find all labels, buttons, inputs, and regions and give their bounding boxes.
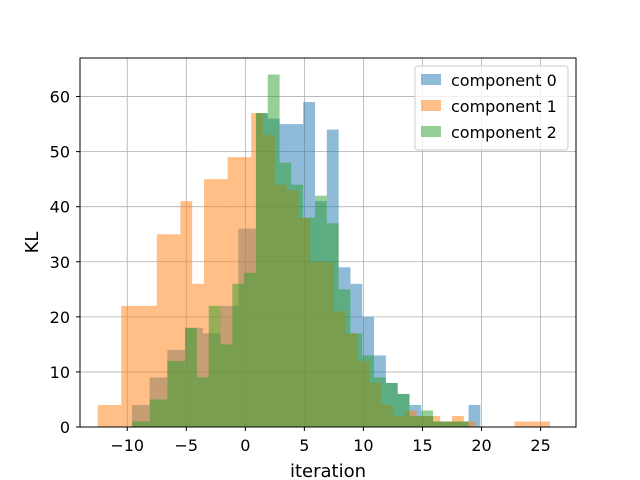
x-tick-label: −5 xyxy=(174,436,198,455)
histogram-bar xyxy=(409,415,422,427)
histogram-bar xyxy=(444,421,457,427)
histogram-bar xyxy=(463,421,476,427)
histogram-bar xyxy=(131,421,150,427)
ticks: −10 −5 0 5 10 15 20 25 0 10 20 30 40 50 60 xyxy=(50,88,551,455)
histogram-bar xyxy=(232,283,245,427)
legend-label: component 0 xyxy=(451,71,557,90)
x-tick-label: 5 xyxy=(299,436,309,455)
y-tick-label: 20 xyxy=(50,308,70,327)
legend-swatch xyxy=(421,100,441,111)
histogram-bar xyxy=(279,162,292,427)
legend-label: component 1 xyxy=(451,97,557,116)
histogram-bar xyxy=(468,404,481,427)
x-tick-label: 20 xyxy=(471,436,491,455)
histogram-bar xyxy=(97,404,122,427)
histogram-bar xyxy=(121,305,145,427)
histogram-bar xyxy=(433,421,445,427)
y-axis-label: KL xyxy=(22,232,43,254)
y-tick-label: 30 xyxy=(50,253,70,272)
histogram-bar xyxy=(303,217,316,427)
histogram-bar xyxy=(362,355,375,427)
histogram-bar xyxy=(149,399,168,427)
x-tick-label: −10 xyxy=(110,436,144,455)
histogram-bar xyxy=(196,377,209,427)
legend-box xyxy=(414,65,569,151)
y-tick-label: 50 xyxy=(50,143,70,162)
histogram-bar xyxy=(244,272,256,427)
y-tick-label: 10 xyxy=(50,363,70,382)
histogram-bar xyxy=(456,421,469,427)
histogram-bar xyxy=(180,201,193,427)
histogram-bar xyxy=(167,360,186,427)
histogram-bar xyxy=(208,305,221,427)
legend: component 0 component 1 component 2 xyxy=(414,65,569,151)
histogram-bar xyxy=(514,421,551,427)
histogram-bar xyxy=(350,333,363,427)
histogram-bar xyxy=(397,393,410,427)
y-tick-label: 60 xyxy=(50,88,70,107)
histogram-bar xyxy=(291,184,304,427)
histogram-bar xyxy=(255,113,268,428)
y-tick-label: 0 xyxy=(60,418,70,437)
x-axis-label: iteration xyxy=(290,461,366,480)
x-tick-label: 15 xyxy=(412,436,432,455)
histogram-bar xyxy=(204,179,216,427)
plot-frame xyxy=(79,57,577,428)
legend-swatch xyxy=(421,126,441,137)
histogram-bar xyxy=(326,223,339,427)
x-tick-label: 25 xyxy=(530,436,550,455)
histogram-bar xyxy=(156,234,169,427)
histogram-bar xyxy=(338,289,351,427)
histogram-bar xyxy=(192,283,204,427)
histogram-bar xyxy=(168,234,181,427)
histogram-bar xyxy=(421,410,434,427)
legend-swatch xyxy=(421,74,441,85)
histogram-bar xyxy=(185,327,197,427)
histogram-bar xyxy=(144,305,157,427)
histogram-bar xyxy=(374,377,386,427)
histogram-bar xyxy=(215,179,228,427)
histogram-bar xyxy=(385,382,398,427)
series-2-bars xyxy=(131,74,469,428)
legend-label: component 2 xyxy=(451,123,557,142)
bars xyxy=(97,74,551,428)
y-tick-label: 40 xyxy=(50,198,70,217)
x-tick-label: 0 xyxy=(240,436,250,455)
histogram-bar xyxy=(315,195,327,427)
x-tick-label: 10 xyxy=(353,436,373,455)
histogram-bar xyxy=(267,74,280,427)
histogram-bar xyxy=(220,344,233,427)
